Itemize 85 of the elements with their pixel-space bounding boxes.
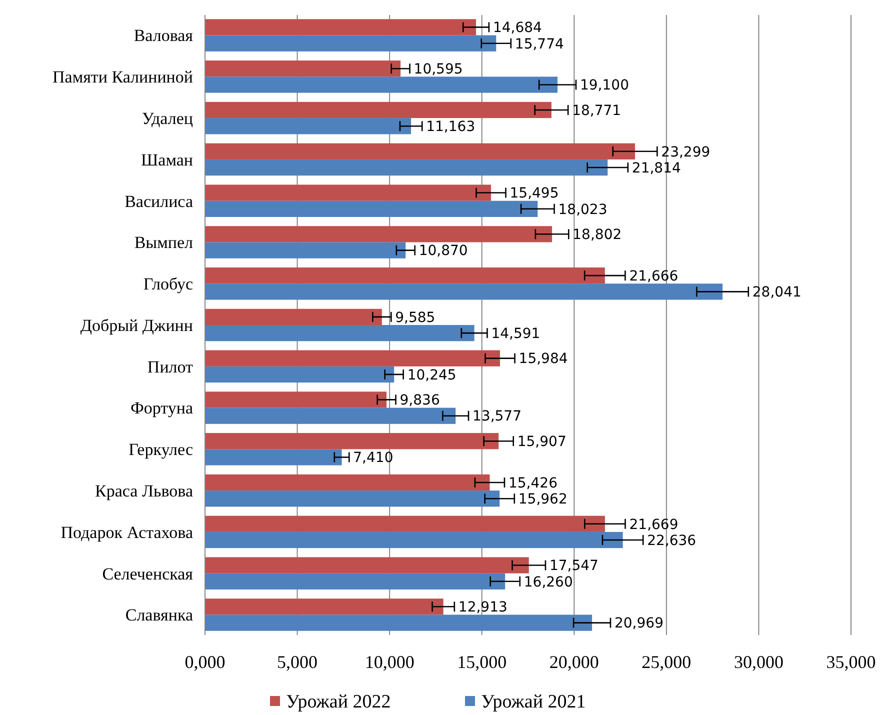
bar — [205, 60, 401, 77]
data-label: 17,547 — [549, 558, 598, 574]
legend-label: Урожай 2021 — [481, 692, 586, 713]
x-tick-label: 20,000 — [549, 652, 599, 672]
y-tick-label: Геркулес — [128, 440, 194, 460]
data-label: 9,836 — [400, 392, 440, 409]
bar — [205, 557, 529, 574]
data-label: 10,245 — [407, 367, 456, 384]
data-label: 10,870 — [418, 243, 468, 260]
data-label: 15,426 — [508, 475, 558, 492]
data-label: 18,802 — [572, 227, 622, 244]
x-tick-label: 35,000 — [826, 652, 876, 672]
bar — [205, 490, 500, 507]
data-label: 15,907 — [517, 434, 566, 450]
y-tick-label: Вымпел — [134, 233, 194, 252]
data-label: 21,814 — [632, 160, 682, 176]
bar — [205, 19, 476, 36]
bar — [205, 242, 406, 258]
legend-label: Урожай 2022 — [286, 692, 391, 713]
bar — [205, 143, 636, 160]
y-tick-label: Подарок Астахова — [60, 522, 194, 542]
x-tick-label: 15,000 — [457, 652, 507, 672]
y-tick-label: Селеченская — [102, 564, 194, 584]
bar — [205, 35, 496, 52]
bar — [205, 308, 382, 325]
data-label: 21,666 — [629, 268, 678, 284]
y-tick-label: Пилот — [147, 357, 194, 376]
bar — [205, 516, 605, 532]
data-label: 16,260 — [524, 574, 573, 590]
bar — [205, 366, 394, 383]
bar — [205, 598, 444, 615]
bar — [205, 284, 723, 300]
y-tick-label: Краса Львова — [95, 482, 194, 501]
data-label: 14,591 — [491, 326, 540, 342]
bar — [205, 76, 558, 93]
x-tick-label: 30,000 — [734, 652, 784, 672]
data-label: 9,585 — [395, 310, 436, 326]
data-label: 15,495 — [510, 186, 559, 202]
data-label: 12,913 — [458, 600, 508, 616]
y-tick-label: Василиса — [124, 192, 194, 211]
x-tick-label: 5,000 — [277, 652, 318, 672]
bar — [205, 474, 490, 491]
data-label: 28,041 — [752, 284, 802, 301]
data-label: 10,595 — [414, 62, 463, 78]
bar — [205, 614, 592, 631]
bar — [205, 573, 506, 590]
bar — [205, 392, 387, 408]
y-tick-label: Славянка — [125, 606, 194, 625]
bar — [205, 200, 538, 217]
y-tick-label: Удалец — [142, 109, 193, 128]
data-label: 21,669 — [629, 516, 678, 533]
data-label: 7,410 — [353, 450, 394, 466]
data-label: 18,771 — [572, 102, 622, 119]
data-label: 23,299 — [661, 144, 710, 160]
data-label: 15,984 — [518, 351, 568, 368]
y-tick-label: Валовая — [134, 26, 194, 46]
x-tick-label: 25,000 — [642, 652, 692, 672]
bar — [205, 118, 412, 134]
bar — [205, 159, 608, 176]
bar — [205, 325, 474, 342]
bar — [205, 267, 605, 284]
data-label: 15,774 — [514, 36, 564, 52]
data-label: 15,962 — [518, 492, 568, 508]
bar — [205, 350, 500, 366]
y-tick-label: Добрый Джинн — [80, 316, 193, 335]
bar — [205, 433, 499, 450]
data-label: 13,577 — [472, 408, 522, 425]
data-label: 22,636 — [647, 532, 696, 549]
x-tick-label: 10,000 — [364, 652, 414, 672]
data-label: 18,023 — [558, 202, 608, 218]
data-label: 19,100 — [580, 78, 629, 94]
bar — [205, 532, 623, 548]
x-tick-label: 0,000 — [184, 652, 226, 672]
data-label: 11,163 — [426, 119, 476, 136]
bar — [205, 449, 342, 466]
y-tick-label: Глобус — [143, 274, 194, 294]
y-tick-label: Шаман — [141, 150, 193, 170]
bar — [205, 102, 552, 118]
y-tick-label: Памяти Калининой — [52, 68, 193, 87]
y-tick-label: Фортуна — [130, 398, 194, 418]
data-label: 20,969 — [614, 616, 664, 632]
bar — [205, 226, 552, 242]
bar — [205, 408, 456, 424]
data-label: 14,684 — [492, 20, 542, 36]
bar — [205, 184, 491, 201]
